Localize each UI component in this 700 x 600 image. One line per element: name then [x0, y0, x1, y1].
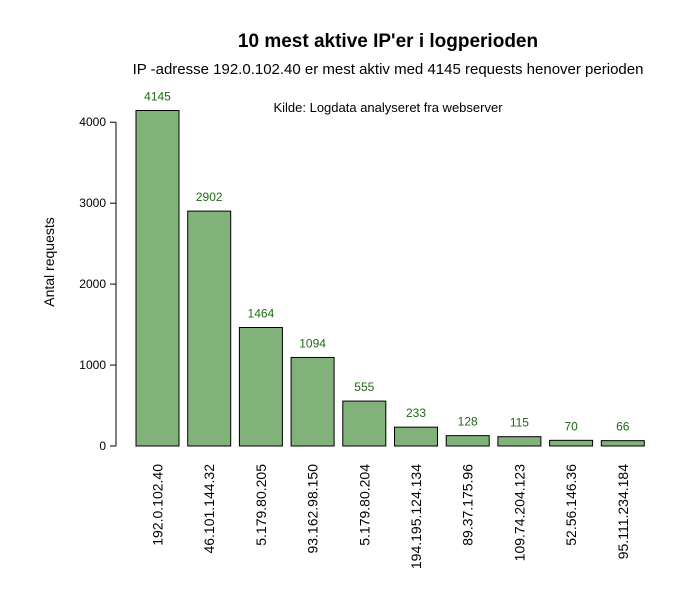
- data-label: 1464: [248, 307, 275, 321]
- x-tick-label: 89.37.175.96: [460, 464, 476, 546]
- bar: [342, 400, 387, 447]
- y-tick-label: 4000: [79, 115, 106, 129]
- data-labels: 4145 2902 1464 1094 555 233 128 115 70 66: [144, 90, 630, 434]
- y-tick-label: 0: [99, 439, 106, 453]
- x-tick-label: 194.195.124.134: [408, 464, 424, 569]
- data-label: 555: [354, 380, 374, 394]
- x-tick-label: 5.179.80.205: [253, 464, 269, 546]
- data-label: 2902: [196, 190, 223, 204]
- x-tick-label: 192.0.102.40: [150, 464, 166, 546]
- y-tick-label: 2000: [79, 277, 106, 291]
- y-tick-label: 3000: [79, 196, 106, 210]
- data-label: 233: [406, 406, 426, 420]
- bar: [394, 426, 438, 447]
- x-tick-label: 93.162.98.150: [305, 464, 321, 554]
- bar: [549, 439, 594, 447]
- x-tick-label: 109.74.204.123: [511, 464, 527, 562]
- x-tick-label: 52.56.146.36: [563, 464, 579, 546]
- x-tick-labels: 192.0.102.40 46.101.144.32 5.179.80.205 93.…: [150, 464, 631, 569]
- y-axis-label: Antal requests: [41, 217, 57, 307]
- x-tick-label: 95.111.234.184: [615, 464, 631, 559]
- bar: [135, 110, 180, 447]
- bar: [238, 327, 283, 447]
- chart-title: 10 mest aktive IP'er i logperioden: [238, 31, 538, 52]
- bar: [497, 436, 542, 447]
- bar: [187, 210, 232, 447]
- y-ticks: 0 1000 2000 3000 4000: [79, 115, 116, 453]
- bar: [445, 435, 490, 447]
- bar: [600, 440, 645, 447]
- data-label: 66: [616, 420, 630, 434]
- y-tick-label: 1000: [79, 358, 106, 372]
- data-label: 115: [510, 416, 529, 430]
- x-tick-label: 46.101.144.32: [201, 464, 217, 554]
- chart-source-annotation: Kilde: Logdata analyseret fra webserver: [273, 100, 503, 115]
- bars: [135, 110, 645, 447]
- chart-subtitle: IP -adresse 192.0.102.40 er mest aktiv m…: [133, 61, 644, 78]
- data-label: 4145: [144, 90, 171, 104]
- bar: [290, 356, 335, 447]
- data-label: 128: [458, 415, 478, 429]
- x-tick-label: 5.179.80.204: [356, 464, 372, 546]
- data-label: 1094: [299, 336, 326, 350]
- data-label: 70: [564, 419, 578, 433]
